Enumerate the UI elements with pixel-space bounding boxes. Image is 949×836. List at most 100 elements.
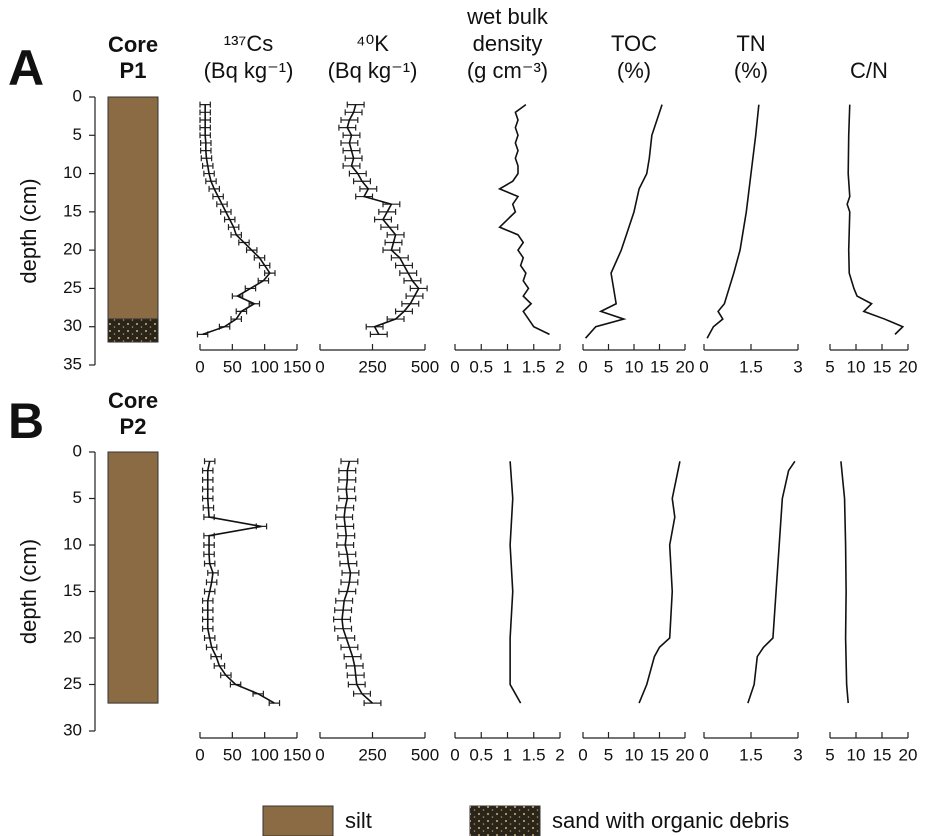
x-tick-label: 0: [195, 745, 204, 764]
x-tick-label: 1.5: [739, 357, 763, 376]
profile-line: [747, 460, 796, 704]
core-texture: [108, 319, 158, 343]
profile-line: [497, 104, 550, 336]
column-title: (Bq kg⁻¹): [328, 58, 418, 83]
y-tick-label: 10: [63, 163, 82, 182]
x-tick-label: 1.5: [739, 745, 763, 764]
profile-line: [341, 461, 374, 704]
y-tick-label: 0: [73, 86, 82, 105]
profile-line: [846, 104, 905, 335]
core-title: Core: [108, 32, 158, 57]
profile-line: [509, 461, 522, 704]
x-tick-label: 2: [555, 745, 564, 764]
core-title: P2: [120, 414, 147, 439]
legend-label: sand with organic debris: [552, 808, 789, 833]
x-tick-label: 3: [793, 357, 802, 376]
core-layer: [107, 451, 159, 704]
column-title: C/N: [850, 58, 888, 83]
x-tick-label: 0: [315, 745, 324, 764]
profile-line: [206, 461, 275, 704]
y-tick-label: 20: [63, 627, 82, 646]
x-tick-label: 15: [873, 357, 892, 376]
y-tick-label: 30: [63, 720, 82, 739]
x-tick-label: 500: [411, 357, 439, 376]
profile-line: [202, 104, 271, 336]
profile-line: [638, 461, 681, 704]
x-tick-label: 1.5: [522, 745, 546, 764]
x-tick-label: 15: [873, 745, 892, 764]
legend-texture: [470, 806, 540, 836]
x-tick-label: 15: [650, 357, 669, 376]
x-tick-label: 15: [650, 745, 669, 764]
legend-swatch: [262, 805, 334, 836]
column-title: TOC: [611, 31, 657, 56]
x-tick-label: 500: [411, 745, 439, 764]
y-tick-label: 10: [63, 534, 82, 553]
column-title: (%): [617, 58, 651, 83]
y-tick-label: 5: [73, 488, 82, 507]
x-tick-label: 1: [503, 357, 512, 376]
x-tick-label: 0: [578, 745, 587, 764]
profile-line: [706, 104, 760, 339]
y-tick-label: 25: [63, 278, 82, 297]
x-tick-label: 150: [283, 357, 311, 376]
column-title: ¹³⁷Cs: [224, 31, 274, 56]
profile-line: [840, 461, 849, 704]
x-tick-label: 10: [625, 745, 644, 764]
x-tick-label: 5: [825, 745, 834, 764]
y-tick-label: 15: [63, 201, 82, 220]
x-tick-label: 0: [195, 357, 204, 376]
column-title: (g cm⁻³): [467, 58, 548, 83]
x-tick-label: 0.5: [469, 745, 493, 764]
x-tick-label: 20: [899, 357, 918, 376]
core-layer: [107, 96, 159, 320]
column-title: TN: [736, 31, 765, 56]
profile-line: [584, 104, 663, 339]
x-tick-label: 100: [250, 357, 278, 376]
x-tick-label: 5: [604, 745, 613, 764]
error-bar: [346, 101, 365, 108]
x-tick-label: 50: [223, 357, 242, 376]
x-tick-label: 20: [899, 745, 918, 764]
column-title: (Bq kg⁻¹): [204, 58, 294, 83]
x-tick-label: 5: [825, 357, 834, 376]
x-tick-label: 3: [793, 745, 802, 764]
x-tick-label: 250: [358, 745, 386, 764]
x-tick-label: 0.5: [469, 357, 493, 376]
core-title: Core: [108, 388, 158, 413]
panel-label: B: [8, 393, 44, 449]
y-tick-label: 15: [63, 581, 82, 600]
y-axis-label: depth (cm): [16, 178, 41, 283]
y-tick-label: 30: [63, 316, 82, 335]
core-title: P1: [120, 58, 147, 83]
x-tick-label: 0: [450, 357, 459, 376]
x-tick-label: 0: [450, 745, 459, 764]
x-tick-label: 20: [676, 357, 695, 376]
column-title: ⁴⁰K: [356, 31, 389, 56]
x-tick-label: 10: [847, 357, 866, 376]
x-tick-label: 1: [503, 745, 512, 764]
x-tick-label: 0: [699, 745, 708, 764]
error-bar: [199, 101, 211, 108]
y-tick-label: 5: [73, 125, 82, 144]
x-tick-label: 0: [699, 357, 708, 376]
column-title: wet bulk: [466, 4, 549, 29]
x-tick-label: 100: [250, 745, 278, 764]
x-tick-label: 50: [223, 745, 242, 764]
profile-line: [346, 104, 420, 335]
x-tick-label: 250: [358, 357, 386, 376]
y-axis-label: depth (cm): [16, 539, 41, 644]
y-tick-label: 0: [73, 441, 82, 460]
legend-label: silt: [345, 808, 372, 833]
column-title: (%): [734, 58, 768, 83]
panel-label: A: [8, 40, 44, 96]
x-tick-label: 2: [555, 357, 564, 376]
x-tick-label: 1.5: [522, 357, 546, 376]
x-tick-label: 20: [676, 745, 695, 764]
y-tick-label: 20: [63, 240, 82, 259]
x-tick-label: 0: [578, 357, 587, 376]
y-tick-label: 25: [63, 674, 82, 693]
column-title: density: [473, 31, 543, 56]
x-tick-label: 5: [604, 357, 613, 376]
x-tick-label: 10: [847, 745, 866, 764]
